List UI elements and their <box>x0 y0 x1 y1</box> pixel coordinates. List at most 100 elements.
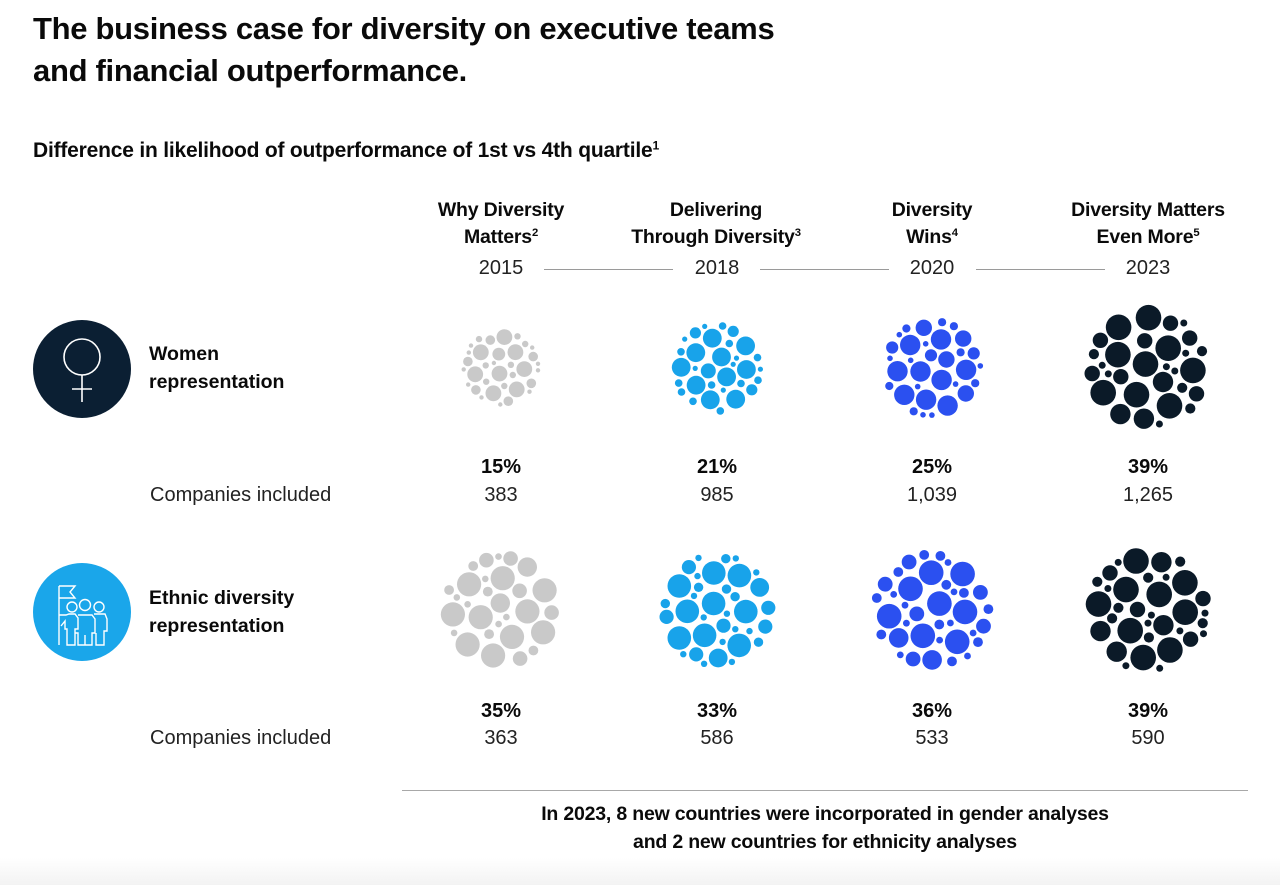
bubble <box>501 382 508 390</box>
bubble <box>721 554 731 564</box>
bubble <box>479 395 484 400</box>
bubble <box>887 361 908 382</box>
row-label-line-2: representation <box>149 370 285 393</box>
bubble <box>1195 590 1211 607</box>
bubble <box>1162 315 1179 331</box>
bubble <box>468 561 479 571</box>
bubble <box>944 559 952 566</box>
bubble <box>1129 601 1146 618</box>
women-pct-2020: 25% <box>911 456 953 478</box>
women-companies-2015: 383 <box>484 484 518 506</box>
ethnic-companies-2018: 586 <box>700 727 734 749</box>
bubble <box>721 584 732 594</box>
bubble <box>671 357 691 377</box>
ethnic-companies-2023: 590 <box>1131 727 1165 749</box>
bubble <box>695 554 702 562</box>
women-pct-2015: 15% <box>480 456 522 478</box>
year-label-2020: 2020 <box>909 257 955 279</box>
bubble <box>514 333 521 340</box>
bubble <box>1188 386 1205 402</box>
bubble <box>976 618 991 634</box>
bubble <box>746 384 758 396</box>
bubble <box>1185 403 1196 414</box>
bubble <box>1182 349 1190 357</box>
title-line-2: and financial outperformance. <box>33 53 467 88</box>
bubble <box>885 381 894 391</box>
bubble <box>1104 370 1112 378</box>
bubble <box>1180 319 1188 327</box>
bubble <box>1092 332 1109 348</box>
women-pct-2018: 21% <box>696 456 738 478</box>
bubble <box>737 360 756 379</box>
bubble <box>927 591 952 616</box>
bubble <box>727 633 751 658</box>
bubble <box>700 614 707 621</box>
bubble <box>667 626 692 650</box>
bubble <box>1123 381 1150 408</box>
bubble <box>746 627 753 635</box>
bubble <box>730 592 740 602</box>
bubble <box>1172 570 1198 596</box>
bubble <box>922 650 942 670</box>
bubble <box>508 381 525 398</box>
column-title-line-2: Through Diversity <box>631 226 795 248</box>
column-header-2020: Diversity Wins4 <box>832 197 1032 251</box>
bubble <box>1175 556 1186 567</box>
ethnic-companies-2020: 533 <box>915 727 949 749</box>
bubble <box>667 574 692 598</box>
bubble <box>492 347 506 361</box>
bubble <box>689 647 704 662</box>
bubble <box>941 579 952 590</box>
bubble <box>453 594 461 601</box>
bubble <box>692 623 717 648</box>
ethnic-pct-2015: 35% <box>480 700 522 722</box>
bubble <box>952 381 959 387</box>
bubble <box>1156 664 1164 672</box>
bubble-cluster-ethnic-2023 <box>1085 548 1211 672</box>
bubble <box>919 550 930 560</box>
bubble <box>924 349 938 362</box>
women-companies-2018: 985 <box>700 484 734 506</box>
bubble <box>1113 602 1124 613</box>
bubble <box>1182 330 1198 346</box>
bubble <box>1117 617 1143 644</box>
group-with-flag-icon <box>58 585 108 646</box>
bubble <box>1110 403 1131 425</box>
bubble <box>894 384 915 405</box>
bubble <box>495 553 502 560</box>
timeline-connector <box>760 269 889 270</box>
bubble <box>1201 609 1209 617</box>
bubble <box>499 624 525 650</box>
bubble-cluster-women-2020 <box>885 318 984 418</box>
bubble <box>490 593 510 613</box>
bubble <box>914 383 921 390</box>
bubble <box>700 660 708 667</box>
bubble <box>930 329 952 350</box>
bubble <box>516 361 533 377</box>
bubble <box>718 322 727 330</box>
bubble <box>944 629 970 655</box>
bubble <box>707 381 716 389</box>
bubble <box>973 637 983 647</box>
bubble <box>909 407 918 416</box>
women-companies-2023: 1,265 <box>1122 484 1174 506</box>
bubble <box>1177 382 1188 393</box>
bubble <box>532 578 557 603</box>
bubble <box>1105 341 1131 368</box>
bubble <box>485 385 502 402</box>
bubble <box>937 395 958 416</box>
bubble <box>1084 365 1100 382</box>
bubble <box>1090 379 1116 406</box>
bubble-cluster-ethnic-2015 <box>440 551 559 668</box>
women-icon-badge <box>33 320 131 418</box>
bubble-cluster-ethnic-2018 <box>659 554 776 668</box>
column-title-line-1: Delivering <box>669 199 763 221</box>
bubble <box>700 390 720 410</box>
bubble <box>1113 576 1139 603</box>
bubble <box>936 636 943 644</box>
bubble <box>935 551 946 561</box>
bubble <box>727 325 739 337</box>
women-companies-2020: 1,039 <box>906 484 958 506</box>
bubble <box>955 330 972 347</box>
bubble <box>481 643 506 668</box>
